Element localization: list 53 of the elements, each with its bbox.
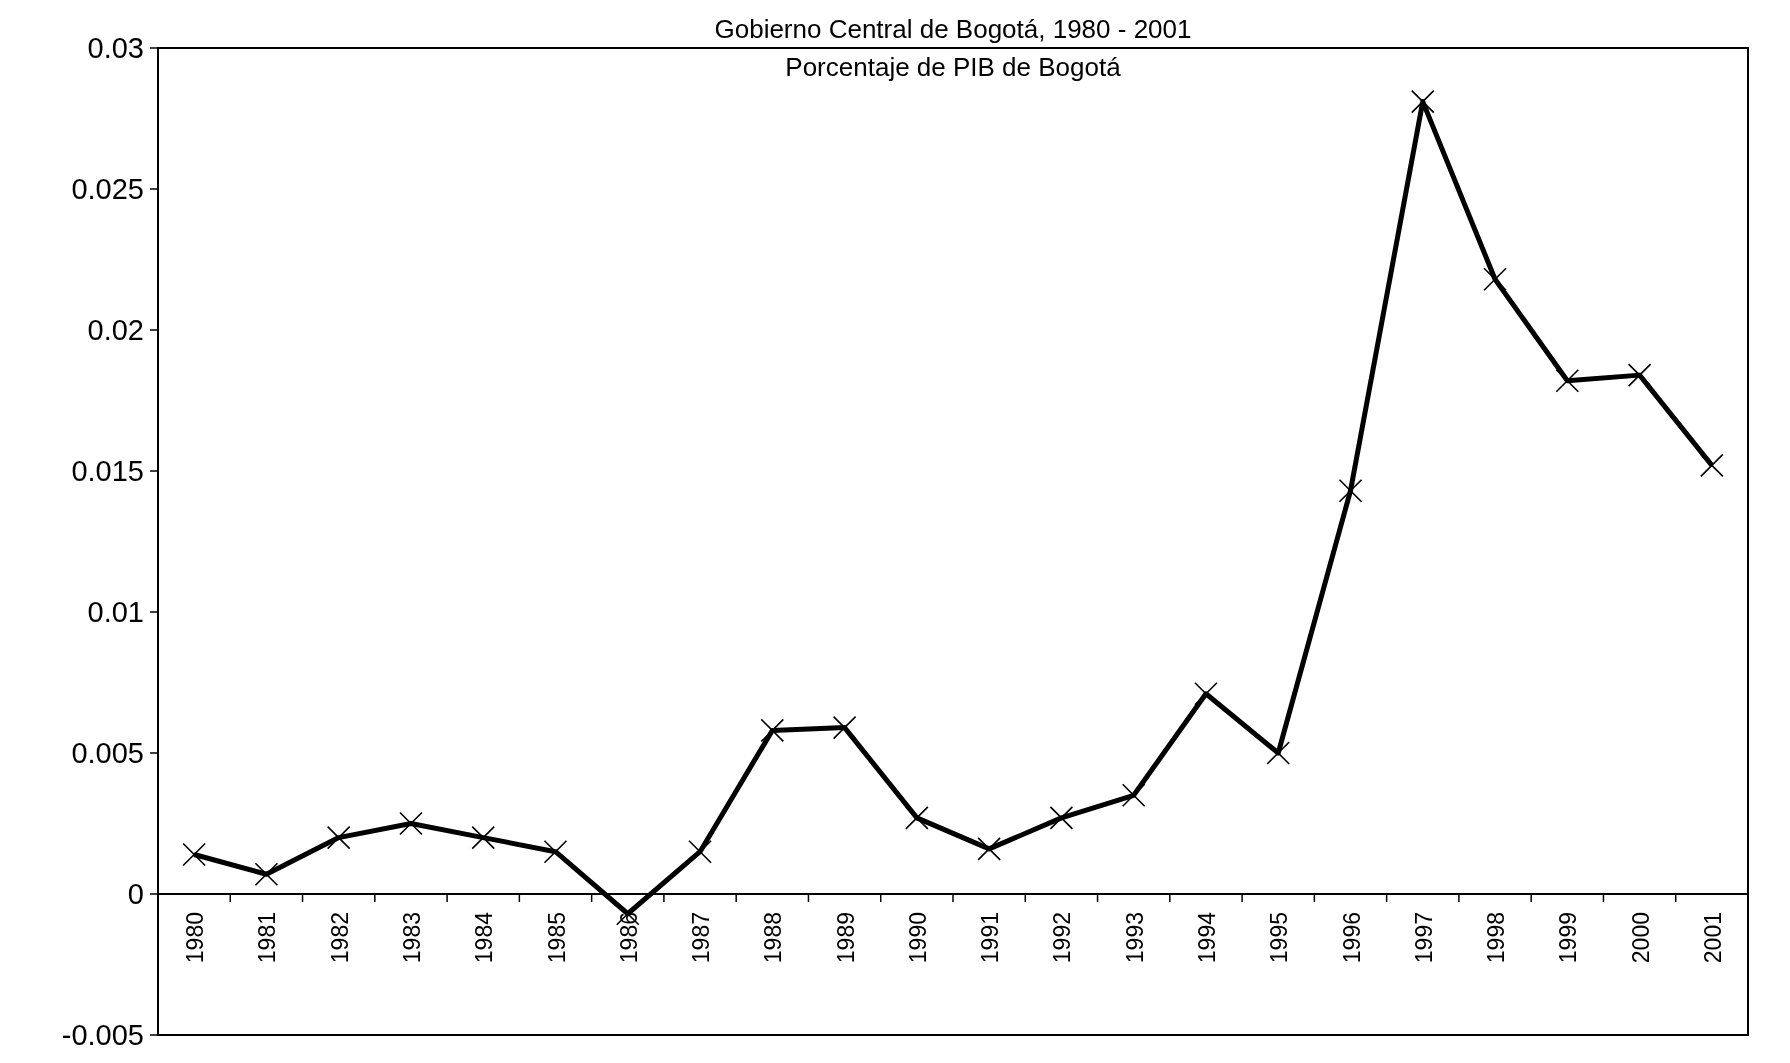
y-tick-label: 0.025: [71, 173, 144, 206]
x-tick-label: 1990: [904, 912, 931, 964]
y-tick-label: 0.01: [87, 596, 144, 629]
chart-title: Gobierno Central de Bogotá, 1980 - 2001: [714, 14, 1192, 44]
x-tick-label: 1982: [326, 912, 353, 964]
x-tick-label: 1980: [182, 912, 209, 964]
x-tick-label: 1981: [254, 912, 281, 964]
point: [326, 825, 351, 850]
x-tick-label: 1985: [543, 912, 570, 964]
x-tick-label: 1991: [977, 912, 1004, 964]
y-tick-label: 0.02: [87, 314, 144, 347]
x-tick-label: 1989: [832, 912, 859, 964]
point: [1700, 453, 1724, 478]
point: [905, 806, 929, 830]
point: [760, 718, 785, 743]
point: [471, 825, 496, 850]
point: [1049, 806, 1074, 830]
point: [1627, 363, 1652, 387]
point: [399, 811, 423, 836]
point: [254, 862, 279, 887]
point: [1194, 681, 1218, 706]
x-tick-label: 1983: [398, 912, 425, 964]
point: [977, 837, 1001, 861]
chart-subtitle: Porcentaje de PIB de Bogotá: [785, 52, 1122, 82]
x-tick-label: 1994: [1193, 911, 1220, 964]
x-tick-label: 1998: [1483, 912, 1510, 964]
point: [688, 839, 712, 864]
x-tick-label: 1987: [688, 912, 715, 964]
x-tick-label: 1992: [1049, 912, 1076, 964]
x-tick-label: 1993: [1121, 912, 1148, 964]
point: [1266, 741, 1291, 765]
x-tick-label: 1995: [1266, 912, 1293, 964]
point: [1410, 89, 1435, 114]
point: [1483, 267, 1507, 292]
point: [182, 842, 206, 867]
x-tick-label: 2000: [1627, 912, 1654, 964]
x-tick-label: 1999: [1555, 912, 1582, 964]
y-tick-label: 0: [127, 878, 144, 911]
point: [543, 839, 568, 864]
point: [832, 715, 857, 740]
y-tick-label: 0.005: [71, 737, 144, 770]
x-tick-label: 1996: [1338, 912, 1365, 964]
x-tick-label: 1988: [760, 912, 787, 964]
point: [1121, 783, 1146, 808]
y-tick-label: 0.015: [71, 455, 144, 488]
y-tick-label: 0.03: [87, 32, 144, 65]
point: [1555, 368, 1580, 393]
y-tick-label: -0.005: [61, 1019, 144, 1052]
point: [1338, 478, 1363, 503]
x-tick-label: 1997: [1410, 912, 1437, 964]
x-tick-label: 2001: [1699, 912, 1726, 964]
x-tick-label: 1984: [471, 911, 498, 964]
x-tick-label: 1986: [615, 912, 642, 964]
